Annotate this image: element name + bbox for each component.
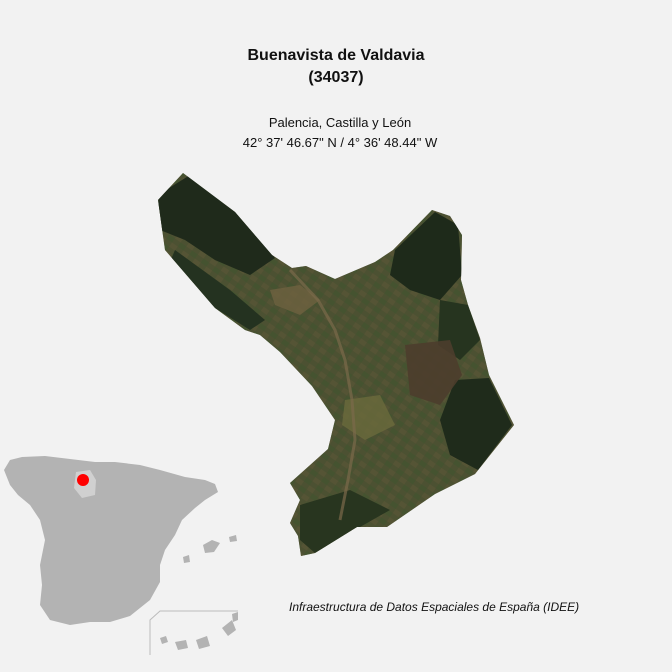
municipality-satellite-area (158, 173, 514, 556)
coordinates-label: 42° 37' 46.67" N / 4° 36' 48.44" W (242, 135, 438, 150)
canary-inset-frame (149, 610, 238, 655)
municipality-code: (34037) (308, 69, 364, 86)
canary-island-shape (222, 620, 236, 636)
location-marker (77, 474, 89, 486)
balearic-islet-shape (229, 535, 237, 542)
municipality-name: Buenavista de Valdavia (247, 47, 425, 64)
canary-island-shape (196, 636, 210, 649)
spain-mainland-shape (4, 456, 218, 625)
ibiza-shape (183, 555, 190, 563)
region-label: Palencia, Castilla y León (268, 115, 412, 130)
inset-locator-map (4, 456, 238, 655)
data-source-credit: Infraestructura de Datos Espaciales de E… (289, 600, 580, 614)
canary-island-shape (175, 640, 188, 650)
canary-island-shape (232, 612, 238, 622)
balearic-islands-shape (203, 540, 220, 553)
canary-island-shape (160, 636, 168, 644)
